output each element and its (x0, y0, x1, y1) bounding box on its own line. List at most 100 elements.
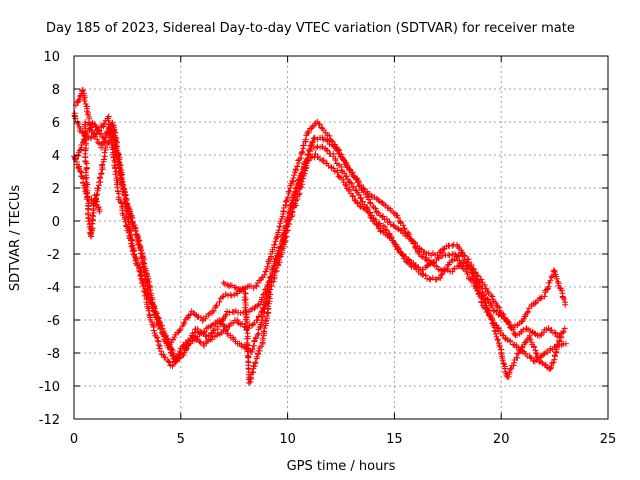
data-point (314, 118, 333, 139)
data-point (96, 208, 103, 215)
data-point (205, 318, 221, 331)
data-point (406, 235, 422, 256)
data-point (131, 251, 147, 290)
data-point (241, 286, 253, 383)
data-point (220, 291, 235, 300)
data-point (556, 328, 567, 339)
data-point (151, 308, 169, 339)
data-point (280, 194, 296, 241)
data-point (142, 282, 158, 314)
data-point (545, 325, 561, 340)
data-point (373, 209, 390, 223)
data-point (295, 129, 312, 166)
data-point (435, 261, 452, 282)
data-point (331, 143, 348, 164)
data-point (194, 325, 210, 340)
data-point (353, 176, 369, 198)
data-point (262, 295, 273, 324)
data-point (330, 150, 345, 174)
data-point (384, 218, 401, 232)
data-point (147, 316, 165, 355)
data-point (395, 226, 411, 239)
data-point (523, 325, 539, 338)
data-point (255, 343, 265, 357)
data-point (290, 163, 308, 199)
data-point (312, 151, 327, 165)
y-tick-label: -4 (47, 281, 60, 296)
y-tick-label: 0 (52, 215, 60, 230)
y-tick-label: 6 (52, 116, 60, 131)
data-point (81, 119, 91, 188)
data-point (350, 183, 366, 205)
data-point (162, 332, 180, 363)
data-point (158, 351, 174, 369)
y-tick-label: -2 (47, 248, 60, 263)
data-point (416, 251, 433, 264)
y-tick-label: 4 (52, 149, 60, 164)
axis-ticks (73, 55, 609, 420)
data-point (188, 308, 205, 321)
data-point (111, 127, 126, 188)
data-point (305, 120, 319, 135)
data-point (354, 200, 371, 215)
x-tick-labels: 0 5 10 15 20 25 (70, 432, 616, 447)
data-point (343, 185, 361, 206)
x-tick-label: 15 (386, 432, 403, 447)
data-point (267, 291, 274, 298)
data-point (491, 307, 508, 322)
series-track-5 (81, 119, 103, 240)
y-tick-label: -8 (47, 347, 60, 362)
data-point (451, 251, 467, 272)
data-point (119, 183, 137, 255)
x-tick-label: 5 (177, 432, 185, 447)
data-point (480, 292, 497, 315)
data-point (543, 343, 559, 356)
data-point (526, 332, 543, 364)
data-point (477, 276, 492, 297)
data-point (457, 249, 474, 271)
y-tick-labels: -12 -10 -8 -6 -4 -2 0 2 4 6 8 10 (39, 50, 60, 428)
data-point (504, 350, 521, 380)
data-point (342, 161, 359, 181)
data-point (482, 299, 499, 337)
data-point (562, 340, 569, 347)
data-point (71, 110, 84, 132)
data-point (462, 266, 477, 289)
data-point (216, 317, 231, 337)
data-point (258, 270, 276, 324)
series-track-4 (71, 127, 565, 380)
data-point (173, 343, 190, 365)
series-track-6 (220, 279, 274, 386)
data-point (262, 235, 280, 275)
data-marks (71, 87, 569, 386)
y-axis-label: SDTVAR / TECUs (8, 185, 23, 292)
data-point (269, 236, 286, 273)
data-point (242, 282, 257, 291)
y-tick-label: 2 (52, 182, 60, 197)
x-tick-label: 25 (600, 432, 617, 447)
data-point (369, 194, 386, 206)
data-point (224, 307, 239, 316)
chart-title: Day 185 of 2023, Sidereal Day-to-day VTE… (46, 21, 575, 36)
y-tick-label: -6 (47, 314, 60, 329)
data-point (519, 301, 535, 325)
data-point (323, 160, 338, 175)
data-point (128, 218, 146, 257)
data-point (273, 196, 291, 241)
data-point (426, 274, 440, 283)
data-point (310, 134, 326, 143)
data-point (87, 212, 97, 240)
data-point (488, 292, 503, 314)
data-point (445, 241, 460, 249)
data-point (83, 183, 92, 222)
data-point (227, 332, 243, 347)
data-point (247, 319, 265, 355)
x-axis-label: GPS time / hours (287, 459, 396, 474)
data-point (551, 267, 569, 306)
data-point (220, 279, 235, 289)
data-point (231, 284, 247, 294)
data-point (79, 87, 94, 133)
data-point (245, 369, 257, 386)
data-point (88, 127, 105, 147)
